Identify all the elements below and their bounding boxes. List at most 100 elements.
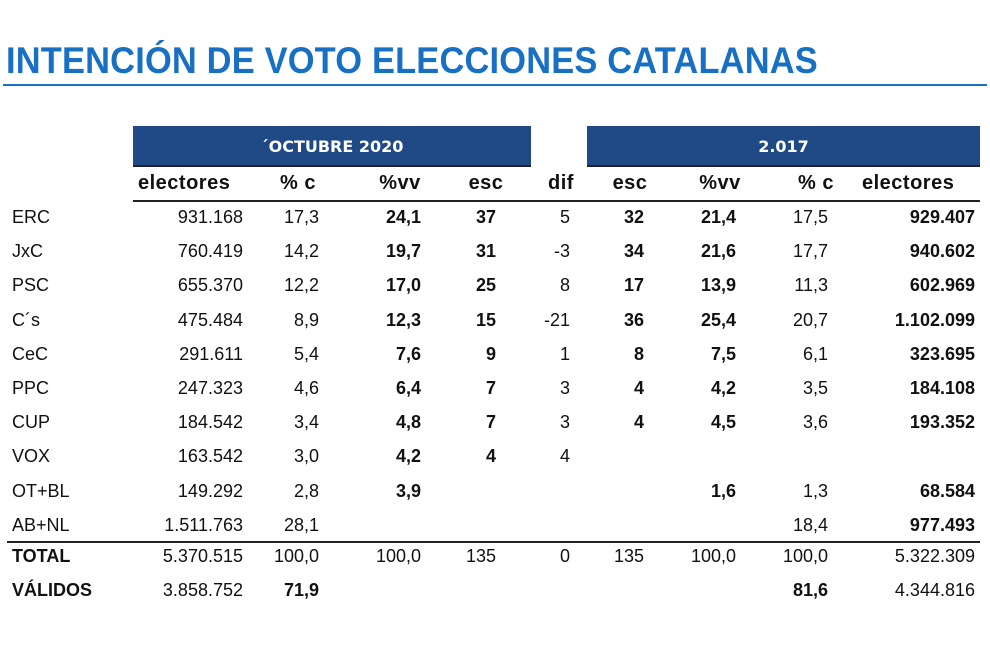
cell-pc-2020: 3,0 [293,446,319,467]
cell-pvv-2017: 21,4 [700,207,736,227]
cell-electores-2020: 149.292 [177,480,243,501]
cell-electores-2020: 931.168 [177,207,243,227]
cell-pc-2020: 3,4 [293,412,319,433]
cell-dif: 1 [559,343,570,364]
cell-dif: 8 [559,275,570,296]
row-label-total: TOTAL [12,546,71,566]
row-label-party: ERC [12,207,51,227]
cell-esc-2020: 7 [485,412,496,433]
cell-pc-2020: 17,3 [283,207,319,227]
row-label-party: C´s [12,309,40,330]
cell-pc-2017: 17,5 [792,207,828,227]
cell-electores-2020: 1.511.763 [164,514,243,535]
cell-dif: 5 [559,207,570,227]
cell-pc-2020: 14,2 [283,241,319,262]
cell-pc-2017: 18,4 [792,514,828,535]
cell-pvv-2020: 6,4 [395,378,421,398]
cell-pvv-2017: 7,5 [710,343,736,364]
cell-pc-2017: 17,7 [792,241,828,262]
cell-esc-2020: 15 [475,309,496,330]
cell-pvv-2020: 7,6 [395,343,421,364]
cell-esc-2017: 34 [623,241,644,262]
total-dif: 0 [559,546,570,566]
row-label-party: CeC [12,343,49,364]
cell-pvv-2020: 4,2 [395,446,421,467]
row-label-party: OT+BL [12,480,70,501]
total-pc-2020: 100,0 [273,546,319,566]
cell-pvv-2017: 21,6 [700,241,736,262]
cell-pvv-2020: 4,8 [395,412,421,433]
page-title: INTENCIÓN DE VOTO ELECCIONES CATALANAS [6,40,818,81]
col-header-pc-2020: % c [280,172,316,194]
total-esc-2017: 135 [613,546,644,566]
cell-electores-2017: 977.493 [909,514,975,535]
col-header-esc-2020: esc [468,172,504,194]
group-header-october-2020: ´OCTUBRE 2020 [133,126,531,166]
col-header-electores-2017: electores [862,172,955,194]
total-pc-2017: 100,0 [782,546,828,566]
cell-esc-2020: 4 [485,446,496,467]
col-header-pvv-2017: %vv [699,172,741,194]
cell-electores-2020: 655.370 [177,275,243,296]
cell-esc-2020: 25 [475,275,496,296]
validos-pc-2020: 71,9 [283,580,319,600]
total-esc-2020: 135 [465,546,496,566]
cell-dif: -3 [553,241,570,262]
total-divider [7,541,980,543]
cell-esc-2017: 32 [623,207,644,227]
cell-esc-2017: 4 [633,412,644,433]
cell-pvv-2017: 1,6 [710,480,736,501]
cell-esc-2020: 31 [475,241,496,262]
cell-electores-2017: 940.602 [909,241,975,262]
row-label-party: AB+NL [12,514,70,535]
cell-pc-2017: 20,7 [792,309,828,330]
cell-electores-2017: 184.108 [909,378,975,398]
cell-pvv-2020: 17,0 [385,275,421,296]
col-header-pvv-2020: %vv [379,172,421,194]
cell-pc-2017: 3,6 [802,412,828,433]
cell-pc-2020: 2,8 [293,480,319,501]
row-label-party: JxC [12,241,43,262]
col-header-electores-2020: electores [138,172,231,194]
cell-esc-2020: 7 [485,378,496,398]
cell-pvv-2017: 4,5 [710,412,736,433]
total-pvv-2020: 100,0 [375,546,421,566]
cell-pc-2020: 12,2 [283,275,319,296]
cell-electores-2017: 1.102.099 [894,309,975,330]
cell-pvv-2020: 3,9 [395,480,421,501]
cell-electores-2020: 760.419 [177,241,243,262]
cell-electores-2020: 291.611 [179,343,243,364]
total-electores-2020: 5.370.515 [162,546,243,566]
cell-electores-2020: 163.542 [177,446,243,467]
cell-pvv-2020: 12,3 [385,309,421,330]
row-label-party: CUP [12,412,51,433]
total-pvv-2017: 100,0 [690,546,736,566]
cell-pc-2020: 8,9 [293,309,319,330]
col-header-dif: dif [548,172,574,194]
cell-electores-2020: 475.484 [177,309,243,330]
col-header-esc-2017: esc [612,172,648,194]
cell-esc-2017: 17 [623,275,644,296]
cell-esc-2020: 9 [485,343,496,364]
cell-dif: -21 [543,309,570,330]
cell-dif: 3 [559,412,570,433]
cell-pvv-2017: 13,9 [700,275,736,296]
cell-electores-2017: 68.584 [919,480,975,501]
validos-electores-2017: 4.344.816 [894,580,975,600]
col-header-pc-2017: % c [798,172,834,194]
cell-electores-2020: 247.323 [177,378,243,398]
cell-pc-2017: 11,3 [794,275,828,296]
cell-pc-2020: 4,6 [293,378,319,398]
group-underline-2017 [587,165,980,167]
row-label-party: PPC [12,378,50,398]
cell-electores-2017: 929.407 [909,207,975,227]
group-underline-2020 [133,165,531,167]
total-electores-2017: 5.322.309 [894,546,975,566]
cell-esc-2017: 8 [633,343,644,364]
cell-dif: 3 [559,378,570,398]
row-label-validos: VÁLIDOS [12,580,93,600]
title-underline [3,84,987,86]
cell-pc-2020: 5,4 [293,343,319,364]
group-header-2017: 2.017 [587,126,980,166]
cell-pc-2017: 1,3 [802,480,828,501]
